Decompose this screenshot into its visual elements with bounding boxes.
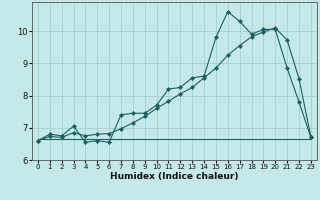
X-axis label: Humidex (Indice chaleur): Humidex (Indice chaleur) — [110, 172, 239, 181]
